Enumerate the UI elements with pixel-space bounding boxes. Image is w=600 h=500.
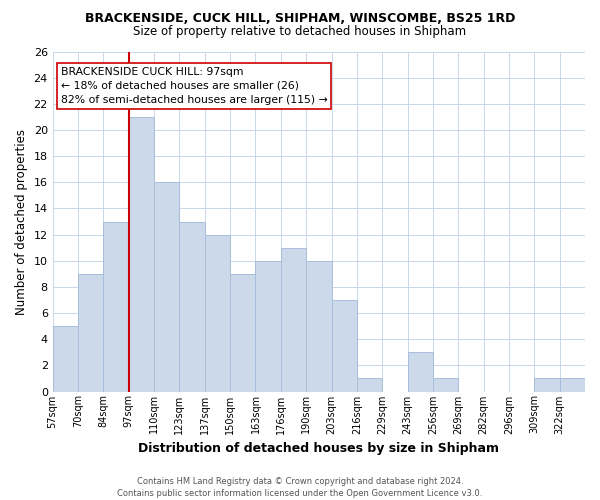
Bar bbox=[433, 378, 458, 392]
Bar bbox=[535, 378, 560, 392]
Bar bbox=[103, 222, 129, 392]
Bar bbox=[205, 234, 230, 392]
Bar bbox=[306, 260, 332, 392]
Bar bbox=[154, 182, 179, 392]
Y-axis label: Number of detached properties: Number of detached properties bbox=[15, 128, 28, 314]
Text: BRACKENSIDE, CUCK HILL, SHIPHAM, WINSCOMBE, BS25 1RD: BRACKENSIDE, CUCK HILL, SHIPHAM, WINSCOM… bbox=[85, 12, 515, 26]
Bar bbox=[129, 117, 154, 392]
Bar bbox=[53, 326, 78, 392]
Bar bbox=[256, 260, 281, 392]
Bar bbox=[357, 378, 382, 392]
Bar bbox=[78, 274, 103, 392]
Bar bbox=[230, 274, 256, 392]
Text: Contains HM Land Registry data © Crown copyright and database right 2024.
Contai: Contains HM Land Registry data © Crown c… bbox=[118, 476, 482, 498]
Text: BRACKENSIDE CUCK HILL: 97sqm
← 18% of detached houses are smaller (26)
82% of se: BRACKENSIDE CUCK HILL: 97sqm ← 18% of de… bbox=[61, 67, 328, 105]
Bar bbox=[281, 248, 306, 392]
Text: Size of property relative to detached houses in Shipham: Size of property relative to detached ho… bbox=[133, 25, 467, 38]
Bar bbox=[560, 378, 585, 392]
Bar bbox=[407, 352, 433, 392]
Bar bbox=[179, 222, 205, 392]
Bar bbox=[332, 300, 357, 392]
X-axis label: Distribution of detached houses by size in Shipham: Distribution of detached houses by size … bbox=[139, 442, 499, 455]
